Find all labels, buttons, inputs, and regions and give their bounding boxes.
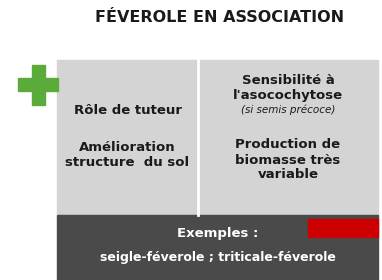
Bar [308,219,378,237]
Bar [18,78,58,91]
Bar [57,215,378,280]
Text: Rôle de tuteur: Rôle de tuteur [73,104,181,116]
Text: Exemples :: Exemples : [177,227,258,241]
Text: Sensibilité à
l'asocochytose: Sensibilité à l'asocochytose [233,74,343,102]
Text: Production de
biomasse très
variable: Production de biomasse très variable [235,139,341,181]
Text: FÉVEROLE EN ASSOCIATION: FÉVEROLE EN ASSOCIATION [96,10,345,25]
Text: (si semis précoce): (si semis précoce) [241,105,335,115]
Bar [32,65,45,105]
Text: seigle-féverole ; triticale-féverole: seigle-féverole ; triticale-féverole [100,251,335,265]
Bar [57,60,378,215]
Text: Amélioration
structure  du sol: Amélioration structure du sol [65,141,189,169]
